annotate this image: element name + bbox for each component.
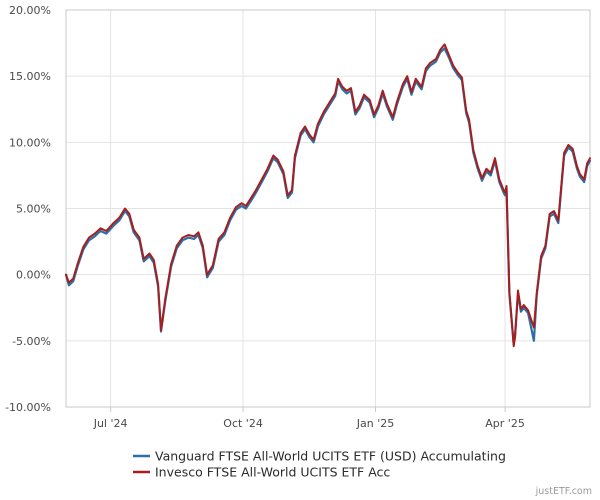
legend-label-1[interactable]: Vanguard FTSE All-World UCITS ETF (USD) … (155, 449, 506, 464)
x-axis-tick-labels: Jul '24 Oct '24 Jan '25 Apr '25 (93, 417, 525, 430)
x-tick-label: Jan '25 (356, 417, 394, 430)
y-tick-label: 5.00% (16, 203, 51, 216)
x-tick-label: Oct '24 (223, 417, 263, 430)
y-gridlines (66, 9, 590, 408)
source-credit: justETF.com (535, 486, 592, 497)
y-tick-label: 0.00% (16, 269, 51, 282)
y-axis-tick-labels: 20.00% 15.00% 10.00% 5.00% 0.00% -5.00% -10.00… (5, 4, 51, 414)
y-tick-label: -5.00% (12, 335, 51, 348)
x-gridlines (110, 10, 506, 412)
x-tick-label: Apr '25 (485, 417, 525, 430)
series-lines (64, 43, 592, 348)
x-tick-label: Jul '24 (93, 417, 128, 430)
y-tick-label: -10.00% (5, 401, 51, 414)
plot-area-border (65, 9, 591, 408)
y-tick-label: 10.00% (9, 136, 51, 149)
legend[interactable]: Vanguard FTSE All-World UCITS ETF (USD) … (133, 449, 506, 480)
series-line-1 (64, 47, 592, 345)
series-line-2 (65, 43, 591, 348)
legend-label-2[interactable]: Invesco FTSE All-World UCITS ETF Acc (155, 465, 390, 480)
y-tick-label: 20.00% (9, 4, 51, 17)
y-tick-label: 15.00% (9, 70, 51, 83)
